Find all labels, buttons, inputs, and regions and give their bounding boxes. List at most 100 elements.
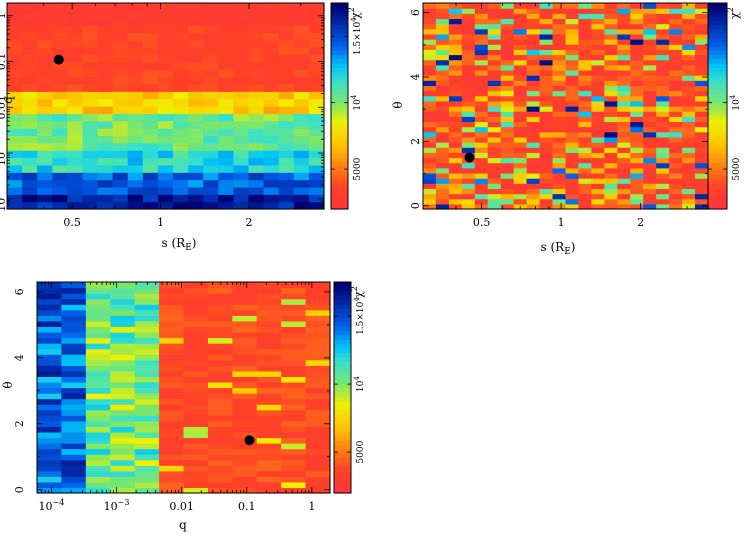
heatmap-cell xyxy=(37,420,63,427)
heatmap-cell xyxy=(263,61,280,70)
heatmap-cell xyxy=(157,179,174,188)
heatmap-cell xyxy=(617,18,631,25)
heatmap-cell xyxy=(263,3,280,11)
heatmap-cell xyxy=(565,188,580,195)
heatmap-cell xyxy=(188,186,204,195)
heatmap-cell xyxy=(207,337,233,344)
colorbar-swatch xyxy=(331,106,348,111)
heatmap-cell xyxy=(248,186,265,195)
heatmap-cell xyxy=(67,61,84,70)
colorbar-swatch xyxy=(708,131,727,137)
heatmap-cell xyxy=(263,91,280,100)
heatmap-cell xyxy=(61,409,87,416)
heatmap-cell xyxy=(695,131,709,138)
heatmap-cell xyxy=(487,116,502,123)
heatmap-cell xyxy=(565,59,580,66)
heatmap-cell xyxy=(37,186,53,195)
heatmap-cell xyxy=(278,17,295,26)
heatmap-cell xyxy=(110,354,136,361)
heatmap-cell xyxy=(617,80,631,86)
heatmap-cell xyxy=(207,320,233,328)
heatmap-cell xyxy=(127,135,144,144)
heatmap-cell xyxy=(67,39,84,48)
heatmap-cell xyxy=(669,152,683,159)
heatmap-cell xyxy=(526,80,541,86)
heatmap-cell xyxy=(578,106,592,112)
heatmap-cell xyxy=(474,18,489,25)
heatmap-cell xyxy=(142,10,159,19)
heatmap-cell xyxy=(52,164,68,173)
heatmap-cell xyxy=(61,454,87,461)
heatmap-cell xyxy=(142,150,159,159)
colorbar-tick-mantissa: 10 xyxy=(356,380,366,392)
heatmap-cell xyxy=(305,287,331,294)
heatmap-cell xyxy=(604,18,618,25)
heatmap-cell xyxy=(263,150,280,159)
heatmap-cell xyxy=(52,32,68,41)
heatmap-cell xyxy=(248,142,265,151)
heatmap-cell xyxy=(695,39,709,45)
heatmap-cell xyxy=(617,75,631,81)
heatmap-cell xyxy=(112,201,129,210)
heatmap-cell xyxy=(67,10,84,19)
heatmap-cell xyxy=(539,203,554,210)
heatmap-cell xyxy=(7,201,23,210)
heatmap-cell xyxy=(278,39,295,48)
heatmap-cell xyxy=(578,147,592,153)
heatmap-cell xyxy=(37,365,63,372)
heatmap-cell xyxy=(22,25,38,34)
heatmap-cell xyxy=(643,49,657,56)
heatmap-cell xyxy=(22,106,38,114)
heatmap-cell xyxy=(305,393,331,400)
heatmap-cell xyxy=(183,409,209,416)
heatmap-cell xyxy=(487,75,502,81)
heatmap-cell xyxy=(435,116,450,123)
heatmap-cell xyxy=(526,75,541,81)
heatmap-cell xyxy=(233,3,250,11)
heatmap-cell xyxy=(423,172,437,179)
heatmap-cell xyxy=(669,69,683,76)
heatmap-cell xyxy=(617,23,631,30)
colorbar-swatch xyxy=(331,20,348,26)
heatmap-cell xyxy=(97,47,114,56)
heatmap-cell xyxy=(308,135,325,144)
heatmap-cell xyxy=(263,69,280,78)
heatmap-cell xyxy=(173,69,189,78)
heatmap-cell xyxy=(448,188,463,195)
x-tick-label: 2 xyxy=(246,216,253,229)
heatmap-cell xyxy=(526,85,541,92)
heatmap-cell xyxy=(97,17,114,26)
heatmap-cell xyxy=(435,69,450,76)
heatmap-cell xyxy=(61,398,87,405)
heatmap-cell xyxy=(474,172,489,179)
heatmap-cell xyxy=(487,106,502,112)
heatmap-cell xyxy=(110,404,136,411)
heatmap-cell xyxy=(448,131,463,138)
colorbar-swatch xyxy=(331,183,348,189)
heatmap-cell xyxy=(278,32,295,41)
heatmap-cell xyxy=(157,69,174,78)
colorbar-swatch xyxy=(708,191,727,197)
heatmap-cell xyxy=(643,28,657,35)
colorbar-tick-label: 5000 xyxy=(353,157,363,180)
heatmap-cell xyxy=(293,47,310,56)
heatmap-cell xyxy=(218,25,235,34)
heatmap-cell xyxy=(188,194,204,203)
heatmap-cell xyxy=(500,121,515,128)
heatmap-cell xyxy=(526,136,541,143)
heatmap-cell xyxy=(281,370,307,377)
colorbar-swatch xyxy=(708,58,727,64)
heatmap-cell xyxy=(513,126,528,133)
heatmap-cell xyxy=(474,198,489,205)
heatmap-cell xyxy=(218,61,235,70)
heatmap-cell xyxy=(500,142,515,148)
heatmap-cell xyxy=(423,167,437,174)
heatmap-cell xyxy=(423,131,437,138)
heatmap-cell xyxy=(643,193,657,200)
heatmap-cell xyxy=(233,172,250,181)
heatmap-cell xyxy=(578,162,592,169)
heatmap-cell xyxy=(22,201,38,210)
heatmap-cell xyxy=(435,157,450,164)
heatmap-cell xyxy=(656,44,670,50)
heatmap-cell xyxy=(232,476,258,483)
